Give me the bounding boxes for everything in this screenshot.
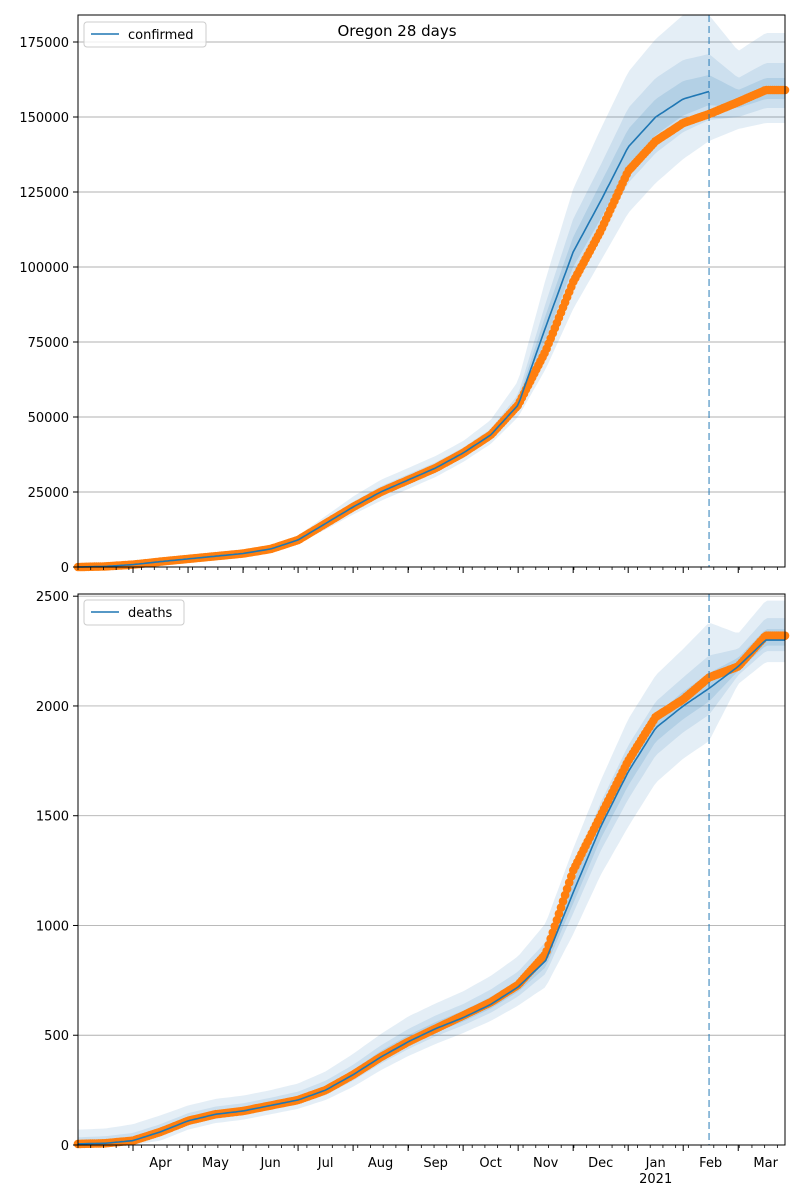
legend-box <box>83 599 185 626</box>
band-middle <box>78 618 785 1145</box>
y-tick-label: 1500 <box>36 810 69 825</box>
model-line-deaths <box>77 639 785 1145</box>
x-ticks-confirmed <box>77 567 778 573</box>
legend-confirmed: confirmed <box>83 21 207 48</box>
x-tick-label: Dec <box>588 1156 613 1171</box>
confidence-bands-confirmed <box>78 15 785 568</box>
band-outer <box>78 15 785 567</box>
legend-deaths: deaths <box>83 599 185 626</box>
observed-points-confirmed <box>73 85 790 572</box>
x-tick-label: Oct <box>479 1156 501 1171</box>
y-tick-label: 1000 <box>36 919 69 934</box>
x-tick-label: Sep <box>423 1156 448 1171</box>
x-year-label: 2021 <box>639 1172 672 1187</box>
model-line <box>77 639 785 1145</box>
y-tick-label: 2000 <box>36 700 69 715</box>
axes-frame-deaths <box>77 593 786 1146</box>
y-tick-label: 50000 <box>28 411 69 426</box>
chart-deaths: 0 500 1000 1500 2000 2500 deaths <box>36 590 790 1154</box>
y-tick-label: 75000 <box>28 336 69 351</box>
x-tick-label: Feb <box>699 1156 722 1171</box>
y-tick-label: 150000 <box>19 111 69 126</box>
x-tick-label: Nov <box>533 1156 559 1171</box>
axes-frame <box>77 14 786 568</box>
x-tick-label: Aug <box>368 1156 393 1171</box>
x-tick-label: Jan <box>645 1156 666 1171</box>
x-axis-labels: Apr May Jun Jul Aug Sep Oct Nov Dec Jan Feb Mar 2021 <box>149 1156 778 1187</box>
y-tick-label: 125000 <box>19 186 69 201</box>
y-tick-label: 100000 <box>19 261 69 276</box>
legend-entry-confirmed: confirmed <box>128 28 194 43</box>
chart-title: Oregon 28 days <box>337 22 456 40</box>
y-tick-label: 0 <box>61 561 69 576</box>
band-inner <box>78 629 785 1145</box>
x-tick-label: Apr <box>149 1156 172 1171</box>
x-ticks-deaths <box>77 1145 778 1151</box>
model-line <box>77 90 710 568</box>
band-outer <box>78 600 785 1145</box>
y-tick-label: 25000 <box>28 486 69 501</box>
legend-box <box>83 21 207 48</box>
axes-frame-confirmed <box>77 14 786 568</box>
observed-points-deaths <box>73 631 790 1149</box>
y-tick-label: 500 <box>44 1029 69 1044</box>
confidence-bands-deaths <box>78 600 785 1145</box>
grid-lines-confirmed <box>78 41 785 568</box>
x-tick-label: Jul <box>317 1156 334 1171</box>
axes-frame <box>77 593 786 1146</box>
y-tick-label: 2500 <box>36 590 69 605</box>
y-ticks-deaths: 0 500 1000 1500 2000 2500 <box>36 590 78 1154</box>
x-tick-label: May <box>202 1156 229 1171</box>
model-line-confirmed <box>77 90 710 568</box>
y-ticks-confirmed: 0 25000 50000 75000 100000 125000 150000 175000 <box>19 36 78 576</box>
legend-entry-deaths: deaths <box>128 606 173 621</box>
y-tick-label: 0 <box>61 1139 69 1154</box>
y-tick-label: 175000 <box>19 36 69 51</box>
x-tick-label: Mar <box>753 1156 778 1171</box>
band-inner <box>78 75 785 568</box>
x-tick-label: Jun <box>259 1156 280 1171</box>
chart-confirmed: 0 25000 50000 75000 100000 125000 150000 175000… <box>19 14 790 576</box>
band-middle <box>78 54 785 567</box>
